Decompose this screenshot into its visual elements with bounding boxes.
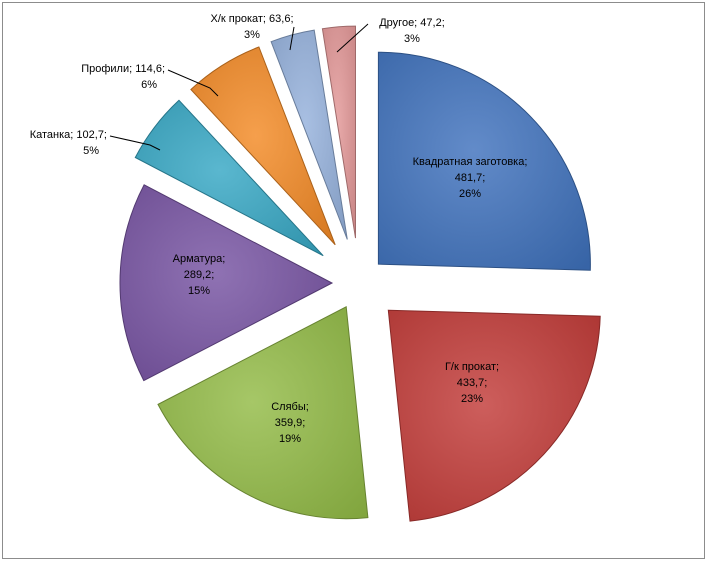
label-percent: 26%: [459, 188, 481, 200]
slice-labels: Квадратная заготовка; 481,7; 26% Г/к прокат…: [30, 13, 528, 445]
pie-slice-4: [119, 184, 334, 382]
label-value: 3%: [244, 29, 260, 41]
slice-label-6: Профили; 114,6; 6%: [81, 63, 165, 91]
label-value: 5%: [83, 145, 99, 157]
leader-line-8: [336, 23, 369, 53]
label-value: 481,7;: [455, 172, 486, 184]
label-value: 433,7;: [457, 377, 488, 389]
label-name: Катанка; 102,7;: [30, 129, 107, 141]
leader-line-7: [289, 26, 295, 51]
label-name: Другое; 47,2;: [379, 17, 445, 29]
label-name: Г/к прокат;: [445, 361, 499, 373]
label-value: 289,2;: [184, 269, 215, 281]
label-name: Х/к прокат; 63,6;: [211, 13, 294, 25]
label-value: 359,9;: [275, 417, 306, 429]
slice-label-4: Арматура; 289,2; 15%: [173, 253, 226, 297]
label-percent: 23%: [461, 393, 483, 405]
pie-slice-3: [157, 306, 369, 520]
label-value: 6%: [141, 79, 157, 91]
leader-line-5: [109, 135, 161, 151]
pie-slice-6: [190, 46, 336, 246]
leader-line-6: [167, 69, 219, 97]
pie-slices: [119, 25, 601, 522]
label-name: Арматура;: [173, 253, 226, 265]
label-name: Профили; 114,6;: [81, 63, 165, 75]
slice-label-7: Х/к прокат; 63,6; 3%: [211, 13, 294, 41]
slice-label-8: Другое; 47,2; 3%: [379, 17, 445, 45]
pie-slice-1: [377, 51, 591, 271]
label-percent: 15%: [188, 285, 210, 297]
slice-label-5: Катанка; 102,7; 5%: [30, 129, 107, 157]
slice-label-3: Слябы; 359,9; 19%: [271, 401, 309, 445]
pie-slice-8: [321, 25, 356, 239]
label-value: 3%: [404, 33, 420, 45]
pie-slice-2: [387, 309, 601, 522]
label-name: Квадратная заготовка;: [413, 156, 528, 168]
slice-label-1: Квадратная заготовка; 481,7; 26%: [413, 156, 528, 200]
slice-label-2: Г/к прокат; 433,7; 23%: [445, 361, 499, 405]
pie-slice-5: [134, 99, 324, 257]
label-percent: 19%: [279, 433, 301, 445]
label-leaders: [109, 23, 369, 151]
label-name: Слябы;: [271, 401, 309, 413]
